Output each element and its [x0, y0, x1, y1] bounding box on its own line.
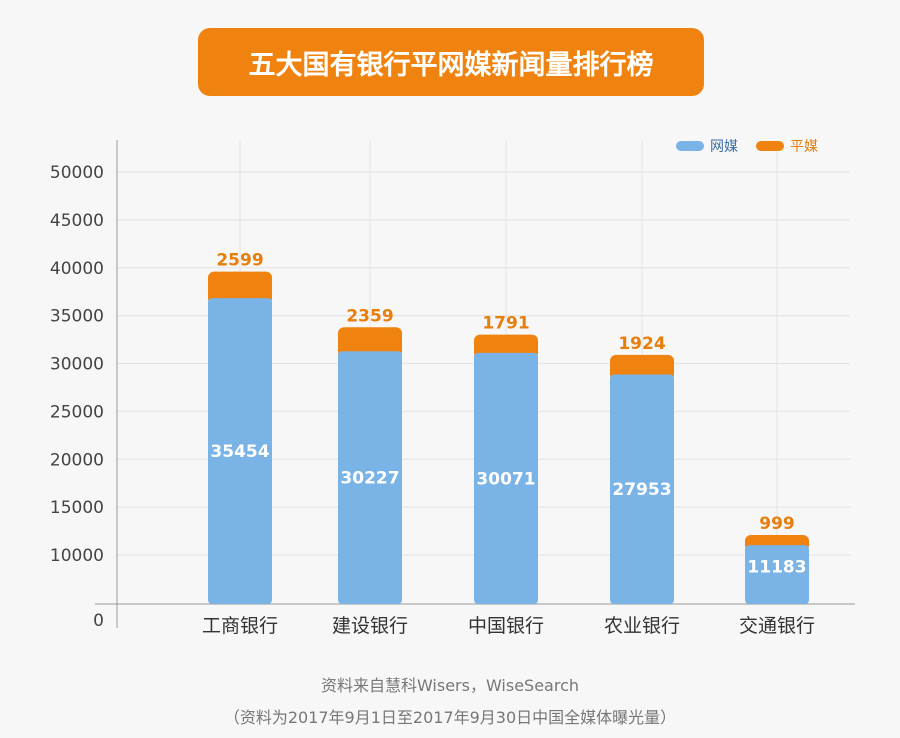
legend-swatch	[756, 141, 784, 151]
x-tick-label: 工商银行	[202, 615, 278, 637]
data-label-wangmei: 30071	[476, 469, 535, 489]
source-text: 资料来自慧科Wisers，WiseSearch	[320, 676, 580, 695]
y-tick-label: 45000	[50, 211, 104, 231]
legend-label: 平媒	[790, 139, 818, 155]
y-tick-label: 35000	[50, 307, 104, 327]
data-label-wangmei: 27953	[612, 480, 671, 500]
bar-wangmei	[208, 298, 272, 604]
chart-title: 五大国有银行平网媒新闻量排行榜	[198, 28, 704, 96]
note-text: （资料为2017年9月1日至2017年9月30日中国全媒体曝光量）	[223, 708, 677, 727]
legend-label: 网媒	[710, 139, 738, 155]
y-tick-label: 30000	[50, 355, 104, 375]
data-label-pingmei: 999	[759, 514, 795, 534]
bar-pingmei	[208, 271, 272, 305]
bar-pingmei	[474, 334, 538, 359]
x-tick-label: 建设银行	[332, 615, 408, 637]
x-tick-label: 农业银行	[604, 615, 680, 637]
data-label-wangmei: 35454	[210, 442, 269, 462]
x-tick-label: 交通银行	[739, 615, 815, 637]
legend-swatch	[676, 141, 704, 151]
data-label-wangmei: 30227	[340, 469, 399, 489]
bar-pingmei	[338, 327, 402, 358]
bar-wangmei	[474, 352, 538, 604]
bar-wangmei	[338, 351, 402, 604]
bar-pingmei	[610, 354, 674, 381]
y-tick-label: 25000	[50, 402, 104, 422]
y-tick-label: 10000	[50, 546, 104, 566]
data-label-pingmei: 2599	[216, 251, 263, 271]
x-tick-label: 中国银行	[468, 615, 544, 637]
y-tick-label: 20000	[50, 450, 104, 470]
data-label-pingmei: 2359	[346, 306, 393, 326]
data-label-pingmei: 1791	[482, 314, 529, 334]
bar-wangmei	[610, 374, 674, 604]
y-tick-label: 50000	[50, 163, 104, 183]
bar-wangmei	[745, 545, 809, 604]
y-tick-label: 0	[93, 611, 104, 631]
data-label-pingmei: 1924	[618, 334, 665, 354]
data-label-wangmei: 11183	[747, 558, 806, 578]
y-tick-label: 15000	[50, 498, 104, 518]
y-tick-label: 40000	[50, 259, 104, 279]
